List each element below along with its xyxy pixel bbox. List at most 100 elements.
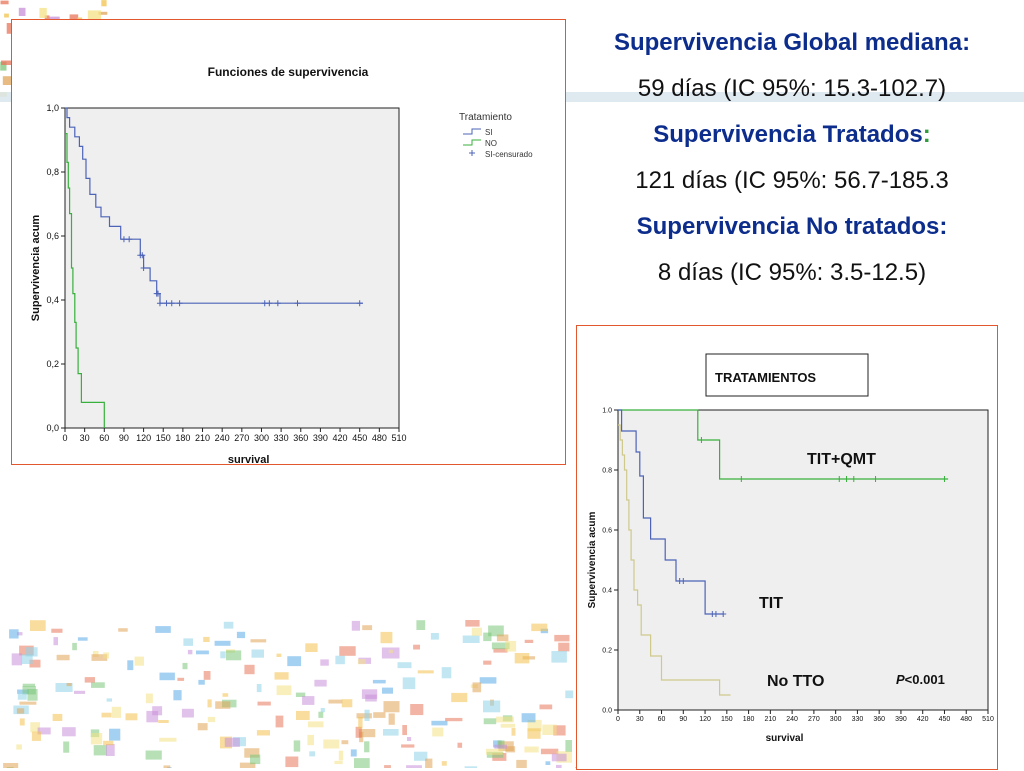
x-tick-label: 330: [852, 716, 864, 723]
mosaic-tile: [465, 620, 480, 627]
censored-mark: [154, 290, 161, 297]
treated-survival-heading: Supervivencia Tratados:: [572, 112, 1012, 158]
mosaic-tile: [431, 720, 448, 726]
mosaic-tile: [451, 692, 468, 703]
censored-mark: [941, 476, 948, 482]
mosaic-tile: [341, 740, 349, 745]
mosaic-tile: [373, 712, 386, 718]
mosaic-tile: [145, 693, 153, 704]
treated-survival-value: 121 días (IC 95%: 56.7-185.3: [635, 167, 949, 194]
mosaic-tile: [106, 698, 112, 702]
y-tick-label: 0.4: [602, 587, 612, 594]
mosaic-tile: [410, 704, 424, 716]
mosaic-tile: [127, 660, 134, 671]
mosaic-tile: [486, 751, 504, 758]
x-tick-label: 450: [939, 716, 951, 723]
mosaic-tile: [320, 708, 325, 713]
mosaic-tile: [77, 637, 88, 641]
mosaic-tile: [274, 672, 289, 680]
treated-colon: :: [922, 121, 931, 148]
mosaic-tile: [91, 682, 105, 688]
x-tick-label: 90: [679, 716, 687, 723]
mosaic-tile: [462, 635, 480, 643]
mosaic-tile: [521, 713, 536, 723]
legend-entry: SI-censurado: [485, 150, 533, 159]
mosaic-tile: [155, 626, 171, 633]
y-tick-label: 0.2: [602, 647, 612, 654]
mosaic-tile: [226, 650, 242, 661]
mosaic-tile: [103, 652, 109, 659]
x-tick-label: 60: [99, 433, 109, 443]
censored-mark: [156, 300, 163, 307]
chart-title: TRATAMIENTOS: [715, 370, 816, 385]
censored-mark: [266, 300, 273, 307]
y-tick-label: 1.0: [602, 407, 612, 414]
mosaic-tile: [13, 705, 29, 715]
mosaic-tile: [251, 649, 264, 658]
mosaic-tile: [496, 634, 509, 642]
mosaic-tile: [103, 740, 114, 746]
mosaic-tile: [16, 744, 22, 750]
y-tick-label: 1,0: [46, 103, 59, 113]
mosaic-tile: [425, 758, 433, 768]
mosaic-tile: [505, 746, 516, 753]
mosaic-tile: [256, 684, 262, 693]
mosaic-tile: [30, 620, 46, 631]
series-line-2: [618, 424, 731, 696]
mosaic-tile: [19, 645, 34, 656]
global-survival-heading: Supervivencia Global mediana:: [613, 29, 971, 56]
x-tick-label: 240: [215, 433, 230, 443]
x-tick-label: 300: [830, 716, 842, 723]
x-tick-label: 480: [960, 716, 972, 723]
mosaic-tile: [511, 728, 516, 736]
mosaic-tile: [514, 653, 530, 664]
x-tick-label: 150: [156, 433, 171, 443]
mosaic-tile: [293, 740, 301, 752]
mosaic-tile: [441, 761, 447, 766]
mosaic-tile: [372, 679, 386, 684]
mosaic-tile: [22, 686, 36, 695]
x-tick-label: 180: [175, 433, 190, 443]
mosaic-tile: [158, 720, 169, 723]
mosaic-tile: [505, 640, 517, 652]
y-tick-label: 0,0: [46, 423, 59, 433]
y-tick-label: 0.0: [602, 707, 612, 714]
mosaic-tile: [488, 625, 504, 637]
mosaic-tile: [356, 713, 372, 719]
x-tick-label: 330: [274, 433, 289, 443]
mosaic-tile: [196, 650, 209, 655]
mosaic-tile: [416, 620, 426, 630]
mosaic-tile: [565, 690, 574, 699]
mosaic-tile: [173, 690, 182, 701]
mosaic-tile: [25, 647, 38, 657]
mosaic-tile: [470, 684, 478, 688]
mosaic-tile: [364, 741, 370, 753]
mosaic-tile: [522, 656, 535, 660]
mosaic-tile: [493, 648, 508, 653]
mosaic-tile: [542, 724, 557, 735]
mosaic-tile: [494, 744, 507, 749]
censored-mark: [872, 476, 879, 482]
mosaic-tile: [296, 710, 310, 720]
mosaic-tile: [239, 762, 256, 768]
mosaic-tile: [203, 671, 211, 680]
mosaic-tile: [492, 753, 507, 761]
mosaic-tile: [111, 706, 122, 718]
mosaic-tile: [222, 699, 237, 708]
mosaic-tile: [285, 756, 299, 768]
x-tick-label: 510: [391, 433, 406, 443]
mosaic-tile: [256, 730, 270, 736]
mosaic-tile: [430, 633, 439, 640]
mosaic-tile: [341, 699, 353, 708]
x-tick-label: 510: [982, 716, 994, 723]
mosaic-tile: [527, 719, 542, 732]
treatments-survival-chart: 0 30 60 90 120 150 180 210 240 270 300 330 360 390 420…: [587, 353, 994, 744]
mosaic-tile: [388, 649, 393, 654]
mosaic-tile: [106, 744, 115, 756]
mosaic-tile: [496, 716, 514, 723]
annotation-no-tto: No TTO: [767, 673, 824, 690]
mosaic-tile: [402, 725, 407, 736]
mosaic-tile: [118, 628, 128, 632]
mosaic-tile: [383, 701, 400, 713]
mosaic-tile: [0, 61, 7, 71]
